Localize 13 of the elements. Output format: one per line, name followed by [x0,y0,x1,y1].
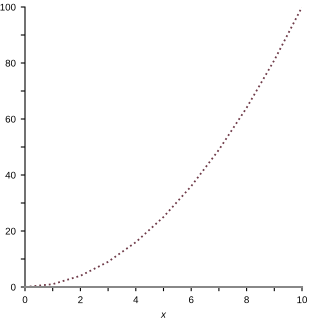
x-tick-label: 8 [244,296,249,304]
y-tick-label: 60 [6,116,16,123]
x-tick-label: 4 [133,296,138,304]
y-tick-label: 0 [10,284,16,291]
x-tick-label: 6 [188,296,194,304]
y-tick-label: 80 [6,60,16,67]
x-tick-label: 2 [78,296,83,304]
y-tick-label: 40 [5,172,16,179]
x-tick-label: 10 [297,296,308,304]
x-tick-label: 0 [22,296,28,304]
y-tick-label: 20 [6,228,16,235]
x-axis-title: x [160,312,166,318]
y-tick-label: 100 [0,4,16,11]
